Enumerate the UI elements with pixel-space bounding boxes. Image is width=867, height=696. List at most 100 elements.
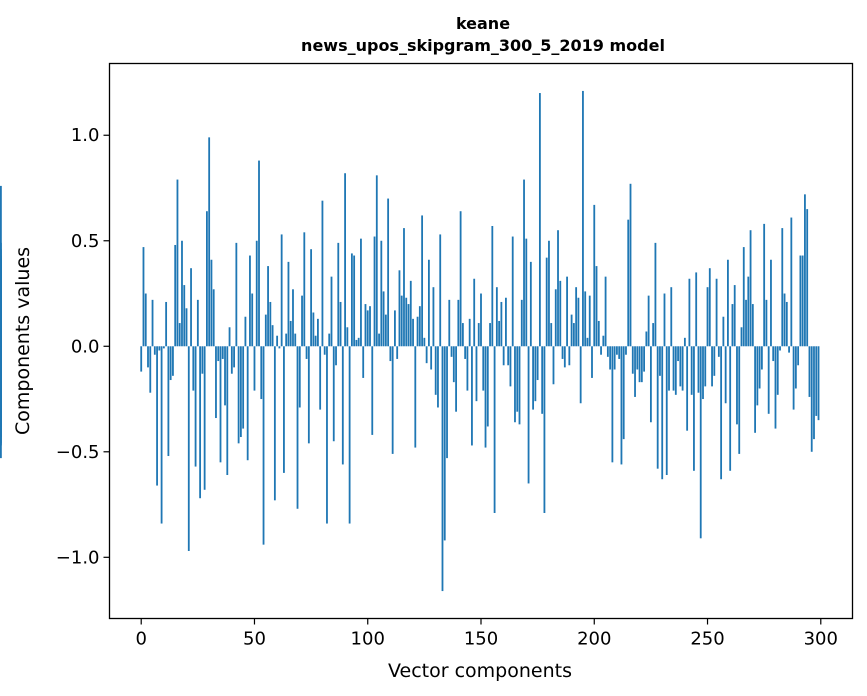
x-axis-ticks: 0 50 100 150 200 250 300 xyxy=(135,618,838,650)
bar-212 xyxy=(620,346,623,465)
bar-137 xyxy=(450,346,453,357)
bar-171 xyxy=(527,346,530,484)
bar-150 xyxy=(480,293,482,347)
bar-190 xyxy=(570,314,573,347)
bar-92 xyxy=(348,346,351,524)
bar-74 xyxy=(307,346,310,444)
bar-140 xyxy=(457,299,460,347)
bar-undefined xyxy=(0,259,2,347)
bar-36 xyxy=(221,346,224,359)
bar-119 xyxy=(409,280,412,347)
bar-286 xyxy=(788,346,790,353)
bar-205 xyxy=(604,276,607,347)
bar-15 xyxy=(174,244,177,347)
bar-206 xyxy=(606,346,609,357)
bar-235 xyxy=(672,346,675,391)
bar-53 xyxy=(260,346,263,400)
bar-287 xyxy=(790,217,793,347)
bar-151 xyxy=(482,346,485,391)
bar-142 xyxy=(461,323,464,347)
y-axis-ticks: −1.0 −0.5 0.0 0.5 1.0 xyxy=(56,125,110,568)
bar-271 xyxy=(754,346,756,433)
bar-120 xyxy=(412,318,414,347)
x-tick-label: 250 xyxy=(690,629,724,650)
y-tick-label: −0.5 xyxy=(56,442,100,463)
y-tick-label: 0.5 xyxy=(71,231,100,252)
bar-40 xyxy=(230,346,233,374)
bar-210 xyxy=(616,346,618,355)
bar-258 xyxy=(724,346,727,404)
bar-252 xyxy=(711,346,713,387)
bar-48 xyxy=(249,255,251,347)
bar-88 xyxy=(339,301,342,347)
bar-220 xyxy=(638,346,641,383)
bar-28 xyxy=(203,346,206,490)
bar-291 xyxy=(799,255,802,347)
bar-59 xyxy=(273,346,276,501)
bar-299 xyxy=(817,346,820,421)
bar-214 xyxy=(625,346,627,355)
bar-52 xyxy=(258,160,260,347)
bar-161 xyxy=(505,297,507,347)
bar-136 xyxy=(448,299,451,347)
bar-39 xyxy=(228,327,231,347)
bar-143 xyxy=(464,346,467,359)
bar-16 xyxy=(176,179,179,347)
bar-265 xyxy=(740,327,743,347)
bar-138 xyxy=(452,346,455,383)
bar-259 xyxy=(727,259,729,347)
bar-70 xyxy=(298,346,301,408)
bar-281 xyxy=(776,346,779,395)
x-axis-label: Vector components xyxy=(388,660,572,682)
bar-65 xyxy=(287,261,290,347)
bar-13 xyxy=(169,346,172,381)
bar-8 xyxy=(158,346,161,351)
bar-21 xyxy=(187,346,190,551)
bar-261 xyxy=(731,304,734,347)
bar-90 xyxy=(344,173,346,347)
bar-223 xyxy=(645,331,648,347)
bar-62 xyxy=(280,234,283,347)
bar-135 xyxy=(446,346,448,459)
bar-198 xyxy=(588,295,591,347)
bar-18 xyxy=(181,240,183,347)
bar-58 xyxy=(271,325,274,347)
bar-133 xyxy=(441,346,444,592)
plot-frame xyxy=(108,62,854,620)
bar-118 xyxy=(407,304,410,347)
bar-226 xyxy=(652,323,655,347)
bar-50 xyxy=(253,346,256,391)
bar-116 xyxy=(403,228,405,347)
bar-251 xyxy=(708,268,711,347)
bar-217 xyxy=(631,346,634,374)
bar-147 xyxy=(473,278,476,347)
bar-45 xyxy=(242,346,245,429)
bar-145 xyxy=(468,318,471,347)
bar-243 xyxy=(690,346,693,395)
bar-188 xyxy=(566,276,568,347)
bar-9 xyxy=(160,346,163,524)
bar-49 xyxy=(251,293,254,347)
bar-10 xyxy=(162,346,165,349)
bar-46 xyxy=(244,316,247,347)
bar-56 xyxy=(267,266,269,347)
bar-103 xyxy=(373,236,376,347)
bar-25 xyxy=(196,299,199,347)
x-tick-label: 0 xyxy=(135,629,146,650)
bar-278 xyxy=(770,259,772,347)
bar-256 xyxy=(720,346,723,480)
bar-24 xyxy=(194,346,197,467)
bar-164 xyxy=(511,236,514,347)
bar-30 xyxy=(208,137,211,347)
bar-64 xyxy=(285,333,288,347)
bar-245 xyxy=(695,272,698,347)
bar-12 xyxy=(167,346,170,457)
bar-238 xyxy=(679,346,682,387)
bar-99 xyxy=(364,304,367,347)
bar-14 xyxy=(172,346,174,376)
bar-218 xyxy=(634,346,636,397)
bar-105 xyxy=(378,333,380,347)
bar-43 xyxy=(237,346,240,444)
bar-233 xyxy=(668,346,670,391)
bar-5 xyxy=(151,299,154,347)
